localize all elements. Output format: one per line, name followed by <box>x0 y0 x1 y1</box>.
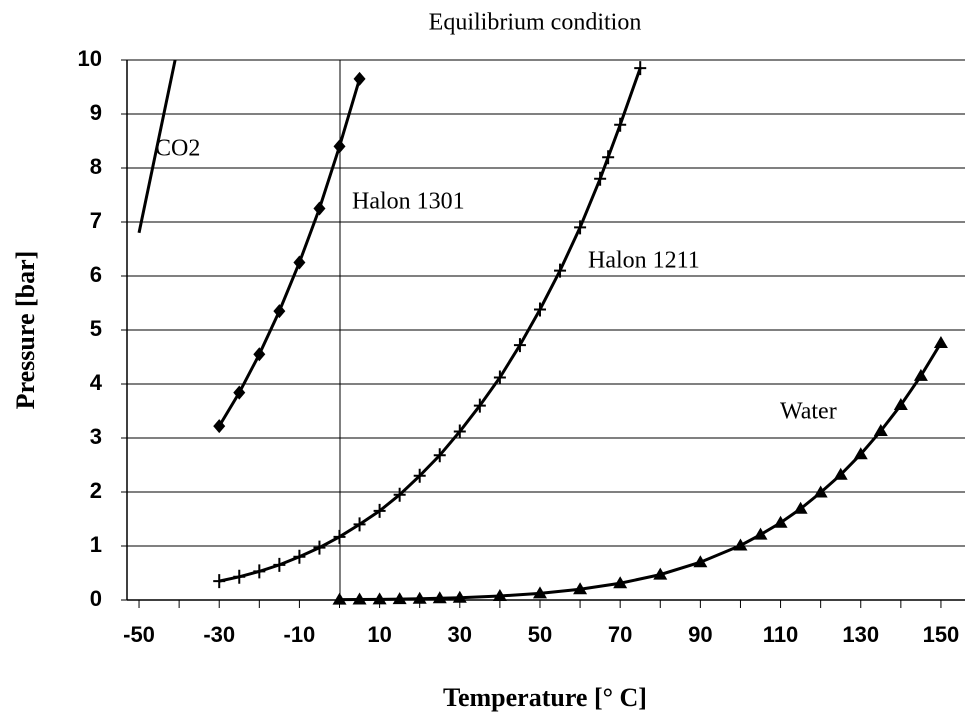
x-tick-label: 70 <box>608 622 632 647</box>
marker <box>353 71 366 86</box>
x-tick-label: 110 <box>763 622 799 647</box>
marker <box>392 592 407 605</box>
marker <box>313 540 326 555</box>
chart-title: Equilibrium condition <box>429 10 642 36</box>
x-tick-label: -30 <box>203 622 235 647</box>
y-tick-label: 0 <box>90 586 102 611</box>
x-tick-label: 150 <box>923 622 960 647</box>
marker <box>833 467 848 480</box>
marker <box>313 201 326 216</box>
marker <box>532 586 547 599</box>
y-tick-label: 6 <box>90 262 102 287</box>
marker <box>413 468 426 483</box>
marker <box>554 263 567 278</box>
marker <box>634 61 647 76</box>
marker <box>433 448 446 463</box>
x-tick-label: 10 <box>367 622 391 647</box>
series-line <box>217 78 361 427</box>
marker <box>613 576 628 589</box>
marker <box>213 574 226 589</box>
marker <box>233 569 246 584</box>
x-tick-label: -50 <box>123 622 155 647</box>
marker <box>913 368 928 381</box>
marker <box>573 582 588 595</box>
marker <box>253 347 266 362</box>
marker <box>893 398 908 411</box>
marker <box>493 370 506 385</box>
marker <box>614 117 627 132</box>
marker <box>693 555 708 568</box>
series-label: Halon 1301 <box>352 189 465 215</box>
marker <box>353 517 366 532</box>
marker <box>273 304 286 319</box>
series-label: CO2 <box>155 136 200 162</box>
marker <box>372 592 387 605</box>
y-tick-label: 8 <box>90 154 102 179</box>
marker <box>594 171 607 186</box>
marker <box>653 567 668 580</box>
x-tick-label: 90 <box>688 622 712 647</box>
marker <box>773 515 788 528</box>
marker <box>333 529 346 544</box>
marker <box>574 220 587 235</box>
y-tick-label: 4 <box>90 370 103 395</box>
marker <box>393 487 406 502</box>
marker <box>513 338 526 353</box>
marker <box>853 447 868 460</box>
y-tick-label: 9 <box>90 100 102 125</box>
marker <box>733 538 748 551</box>
marker <box>753 527 768 540</box>
x-axis-label: Temperature [° C] <box>443 683 647 712</box>
marker <box>453 424 466 439</box>
y-tick-label: 2 <box>90 478 102 503</box>
marker <box>933 335 948 348</box>
x-tick-label: -10 <box>284 622 316 647</box>
marker <box>253 564 266 579</box>
x-tick-label: 130 <box>842 622 879 647</box>
marker <box>213 419 226 434</box>
marker <box>793 501 808 514</box>
y-tick-label: 1 <box>90 532 102 557</box>
x-tick-label: 50 <box>528 622 552 647</box>
marker <box>533 302 546 317</box>
marker <box>293 549 306 564</box>
y-tick-label: 5 <box>90 316 102 341</box>
y-tick-label: 10 <box>78 46 102 71</box>
plot-area <box>137 59 948 605</box>
series-line <box>339 342 943 602</box>
series-line <box>218 67 642 583</box>
series-label: Water <box>780 399 837 425</box>
marker <box>293 255 306 270</box>
x-tick-label: 30 <box>448 622 472 647</box>
marker <box>873 423 888 436</box>
series-label: Halon 1211 <box>588 248 700 274</box>
marker <box>333 139 346 154</box>
marker <box>332 592 347 605</box>
y-tick-label: 3 <box>90 424 102 449</box>
marker <box>492 589 507 602</box>
y-axis-label: Pressure [bar] <box>11 251 40 410</box>
marker <box>602 150 615 165</box>
y-tick-label: 7 <box>90 208 102 233</box>
series-line <box>137 59 177 234</box>
marker <box>412 591 427 604</box>
marker <box>233 385 246 400</box>
marker <box>352 592 367 605</box>
marker <box>473 398 486 413</box>
marker <box>373 503 386 518</box>
marker <box>273 557 286 572</box>
